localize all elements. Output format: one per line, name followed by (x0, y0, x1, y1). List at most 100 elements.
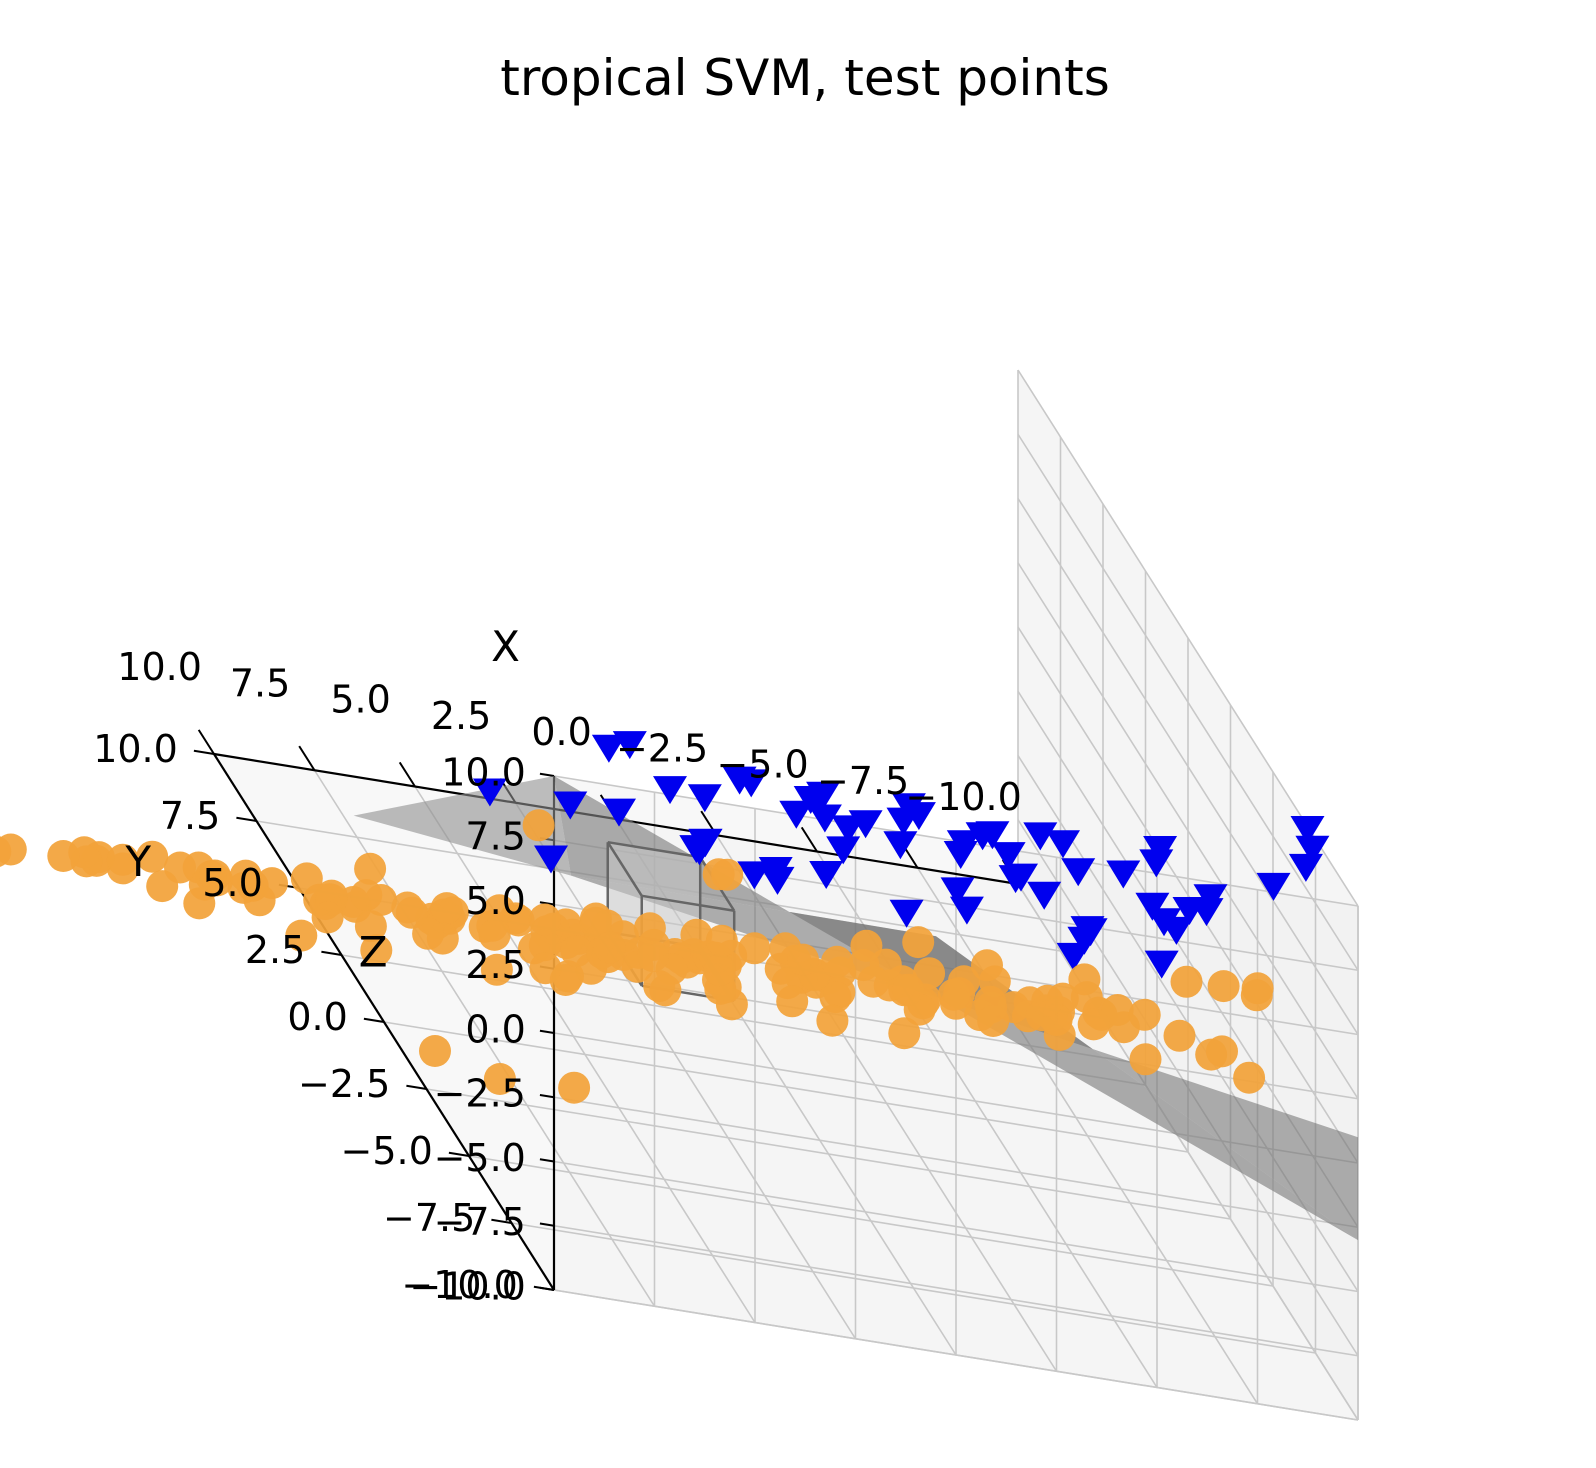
z-tick-label: 0.0 (465, 1007, 525, 1051)
orange-circle-point (1233, 1061, 1266, 1094)
y-tick-mark (448, 1151, 470, 1157)
blue-triangle-point (809, 861, 844, 889)
orange-circle-point (183, 887, 216, 920)
orange-circle-point (977, 1005, 1010, 1037)
z-tick-label: 5.0 (465, 879, 525, 923)
y-tick-label: 10.0 (93, 727, 178, 771)
orange-circle-point (285, 919, 318, 952)
y-tick-mark (406, 1084, 427, 1090)
orange-circle-point (857, 965, 890, 998)
orange-circle-point (198, 859, 231, 892)
orange-circle-point (0, 836, 12, 867)
orange-circle-point (579, 906, 612, 939)
orange-circle-point (1240, 979, 1273, 1012)
orange-circle-point (47, 840, 80, 872)
z-tick-label: −7.5 (434, 1200, 526, 1244)
y-tick-label: −7.5 (383, 1196, 475, 1240)
z-tick-label: −5.0 (434, 1136, 526, 1180)
blue-triangle-point (687, 784, 722, 813)
y-tick-label: −2.5 (298, 1062, 390, 1106)
orange-circle-point (902, 926, 935, 959)
orange-circle-point (940, 987, 973, 1020)
blue-triangle-point (831, 815, 866, 844)
blue-triangle-point (1135, 892, 1170, 921)
orange-circle-point (1068, 963, 1101, 996)
blue-triangle-point (940, 877, 975, 906)
orange-circle-point (703, 954, 736, 987)
blue-triangle-point (779, 800, 814, 829)
z-tick-mark (539, 901, 555, 906)
blue-triangle-point (472, 778, 507, 807)
blue-triangle-point (901, 802, 936, 831)
orange-circle-point (360, 934, 393, 967)
blue-triangle-point (1106, 860, 1141, 889)
orange-circle-point (637, 940, 669, 973)
y-tick-label: 7.5 (160, 794, 220, 838)
blue-triangle-point (793, 786, 828, 814)
orange-circle-point (136, 840, 169, 873)
box-edge (606, 841, 643, 897)
box-edge (641, 894, 735, 912)
orange-circle-point (850, 929, 883, 962)
orange-circle-point (480, 953, 513, 986)
x-tick-mark (197, 729, 215, 755)
side-grid-line (1017, 562, 1359, 1100)
orange-circle-point (705, 924, 738, 957)
side-grid-line (1017, 626, 1359, 1164)
blue-triangle-point (602, 798, 636, 827)
y-tick-label: 5.0 (202, 861, 262, 905)
orange-circle-point (819, 981, 852, 1014)
box-edge (607, 840, 701, 859)
y-tick-mark (321, 950, 342, 956)
orange-circle-point (1128, 998, 1161, 1031)
orange-circle-point (354, 910, 387, 943)
orange-circle-point (558, 1071, 591, 1104)
x-axis-label: X (491, 622, 520, 671)
side-grid-line (1017, 433, 1359, 971)
blue-triangle-point (943, 841, 978, 869)
y-tick-mark (236, 816, 257, 822)
data-points (0, 731, 1330, 1104)
blue-triangle-point (1288, 853, 1323, 882)
surface-sheet (353, 776, 572, 876)
blue-triangle-point (965, 822, 1000, 851)
orange-circle-point (528, 903, 561, 936)
blue-triangle-point (1144, 950, 1179, 979)
y-tick-mark (363, 1017, 385, 1023)
blue-triangle-point (1143, 836, 1178, 864)
y-tick-label: −10.0 (401, 1263, 517, 1307)
blue-triangle-point (1046, 830, 1080, 859)
orange-circle-point (560, 935, 593, 968)
z-tick-mark (539, 1286, 555, 1291)
blue-triangle-point (883, 831, 918, 860)
x-tick-label: −10.0 (905, 775, 1021, 819)
blue-triangle-point (991, 842, 1026, 871)
z-tick-mark (539, 1222, 555, 1227)
orange-circle-point (680, 918, 713, 951)
orange-circle-point (243, 884, 276, 917)
orange-circle-point (229, 859, 262, 892)
blue-triangle-point (1189, 898, 1224, 927)
y-tick-mark (491, 1218, 512, 1224)
orange-circle-point (971, 949, 1003, 982)
orange-circle-point (633, 912, 666, 945)
y-tick-label: −5.0 (341, 1129, 433, 1173)
side-grid-line (1017, 498, 1359, 1035)
orange-circle-point (593, 931, 626, 964)
back-grid-line (553, 967, 1359, 1100)
orange-circle-point (643, 970, 676, 1003)
z-tick-mark (539, 1029, 555, 1034)
blue-triangle-point (679, 835, 714, 864)
blue-triangle-point (1023, 822, 1058, 851)
x-tick-label: 0.0 (531, 710, 591, 754)
z-tick-mark (539, 1158, 555, 1163)
orange-circle-point (1129, 1043, 1162, 1076)
floor-grid-line (383, 1021, 1189, 1153)
blue-triangle-point (534, 845, 568, 874)
orange-circle-point (1206, 1035, 1238, 1068)
blue-triangle-point (1193, 884, 1228, 913)
z-tick-mark (539, 772, 555, 777)
orange-circle-point (888, 1017, 921, 1050)
